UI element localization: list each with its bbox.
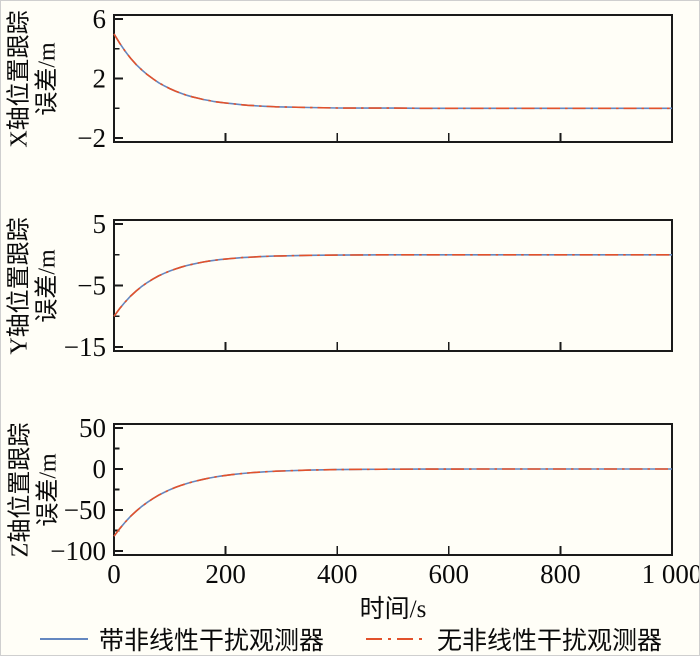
legend-line-dashdot-icon [366, 638, 426, 640]
legend-label-with-observer: 带非线性干扰观测器 [98, 628, 324, 655]
y-tick-label: −50 [64, 495, 106, 525]
y-tick-label: 6 [93, 4, 107, 34]
y-tick-label: −100 [50, 536, 106, 566]
x-tick-label: 600 [429, 559, 470, 589]
legend-line-solid-icon [39, 638, 88, 640]
axis-box [113, 423, 673, 556]
y-tick-label: 50 [79, 413, 106, 443]
legend-item-with-observer: 带非线性干扰观测器 [39, 621, 324, 655]
y-tick-label: 2 [93, 64, 107, 94]
curve-with-observer [113, 468, 672, 537]
y-tick-label: −15 [64, 332, 106, 362]
legend: 带非线性干扰观测器 无非线性干扰观测器 [1, 621, 699, 655]
curve-with-observer [113, 254, 672, 317]
x-tick-label: 400 [317, 559, 358, 589]
y-tick-label: 5 [93, 209, 107, 239]
y-tick-label: 0 [93, 454, 107, 484]
curve-without-observer [113, 468, 672, 537]
y-tick-label: −5 [77, 271, 106, 301]
axis-box [113, 219, 673, 352]
x-tick-label: 800 [540, 559, 581, 589]
x-tick-label: 0 [107, 559, 121, 589]
x-tick-label: 1 000 [642, 559, 700, 589]
axis-box [113, 14, 673, 143]
x-axis-title: 时间/s [359, 596, 427, 623]
curve-without-observer [113, 254, 672, 317]
x-tick-label: 200 [205, 559, 246, 589]
y-tick-label: −2 [77, 123, 106, 153]
curve-with-observer [113, 33, 672, 110]
legend-label-without-observer: 无非线性干扰观测器 [437, 628, 663, 655]
legend-item-without-observer: 无非线性干扰观测器 [366, 621, 663, 655]
curve-without-observer [113, 33, 672, 110]
